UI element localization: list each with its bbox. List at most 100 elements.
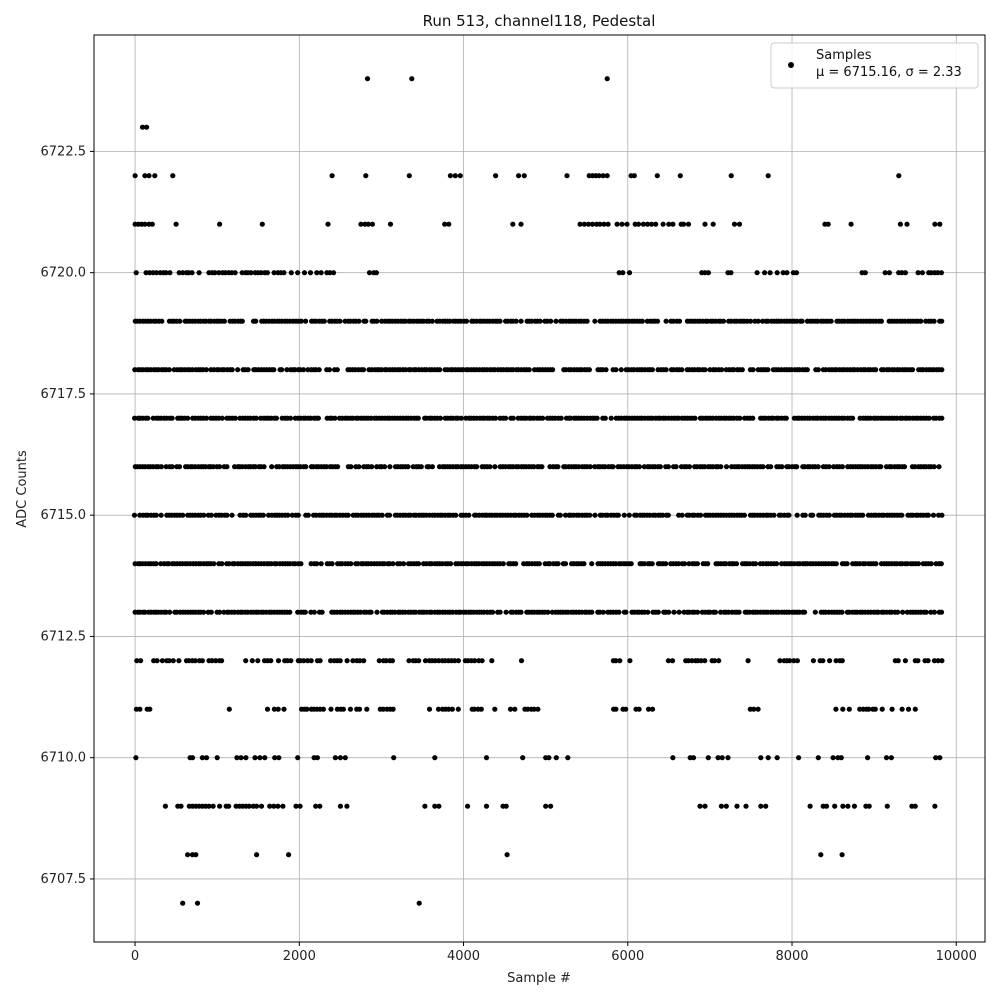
data-point [301,270,308,276]
data-point [214,755,220,761]
data-point [275,803,281,809]
data-point [382,464,388,470]
data-point [810,512,816,518]
data-point [158,512,164,518]
data-point [617,658,623,664]
data-point [525,706,531,712]
data-point [712,609,719,615]
data-point [936,464,942,470]
data-point [526,367,532,373]
y-tick-label: 6720.0 [41,266,87,281]
x-tick-label: 10000 [936,949,977,964]
data-point [655,609,661,615]
data-point [760,464,766,470]
data-point [340,706,346,712]
data-point [357,609,364,615]
chart-title: Run 513, channel118, Pedestal [423,12,656,30]
data-point [660,512,666,518]
data-point [745,658,751,664]
data-point [644,221,651,227]
data-point [217,464,223,470]
data-point [614,221,620,227]
data-point [273,415,279,421]
data-point [471,706,477,712]
data-point [446,706,452,712]
data-point [510,415,516,421]
data-point [133,755,139,761]
data-point [229,367,235,373]
data-point [239,318,245,324]
data-point [199,755,205,761]
data-point [639,318,645,324]
data-point [361,658,367,664]
data-point [754,270,760,276]
data-point [794,658,801,664]
data-point [587,512,593,518]
data-point [564,173,570,179]
data-point [449,706,455,712]
data-point [178,803,184,809]
data-point [621,512,627,518]
data-point [194,900,201,906]
data-point [180,270,186,276]
data-point [447,318,453,324]
x-tick-label: 0 [131,949,139,964]
data-point [694,561,701,567]
data-point [350,658,356,664]
data-point [535,706,541,712]
data-point [287,415,294,421]
data-point [347,706,353,712]
data-point [928,609,934,615]
data-point [208,609,214,615]
data-point [224,512,230,518]
data-point [503,415,509,421]
data-point [626,512,632,518]
data-point [360,367,367,373]
data-point [219,658,225,664]
x-tick-label: 4000 [447,949,480,964]
data-point [654,173,660,179]
data-point [802,609,808,615]
data-point [846,706,852,712]
data-point [872,706,878,712]
data-point [437,367,443,373]
data-point [686,561,692,567]
data-point [259,221,265,227]
data-point [747,318,754,324]
data-point [201,512,207,518]
data-point [840,706,846,712]
data-point [258,803,265,809]
data-point [653,221,659,227]
data-point [723,464,730,470]
data-point [531,464,537,470]
data-point [386,512,393,518]
data-point [271,803,277,809]
data-point [176,464,183,470]
data-point [483,803,490,809]
data-point [838,755,844,761]
data-point [276,464,282,470]
data-point [649,367,656,373]
data-point [818,852,824,858]
data-point [676,609,682,615]
data-point [142,221,148,227]
data-point [457,173,463,179]
data-point [152,173,158,179]
data-point [418,464,424,470]
data-point [348,561,354,567]
data-point [603,367,609,373]
data-point [284,367,290,373]
data-point [288,270,294,276]
data-point [844,561,850,567]
data-point [311,609,317,615]
data-point [314,561,320,567]
data-point [826,464,832,470]
data-point [203,755,210,761]
data-point [589,221,596,227]
data-point [363,173,369,179]
data-point [820,658,826,664]
data-point [229,512,235,518]
data-point [153,561,159,567]
data-point [833,561,839,567]
